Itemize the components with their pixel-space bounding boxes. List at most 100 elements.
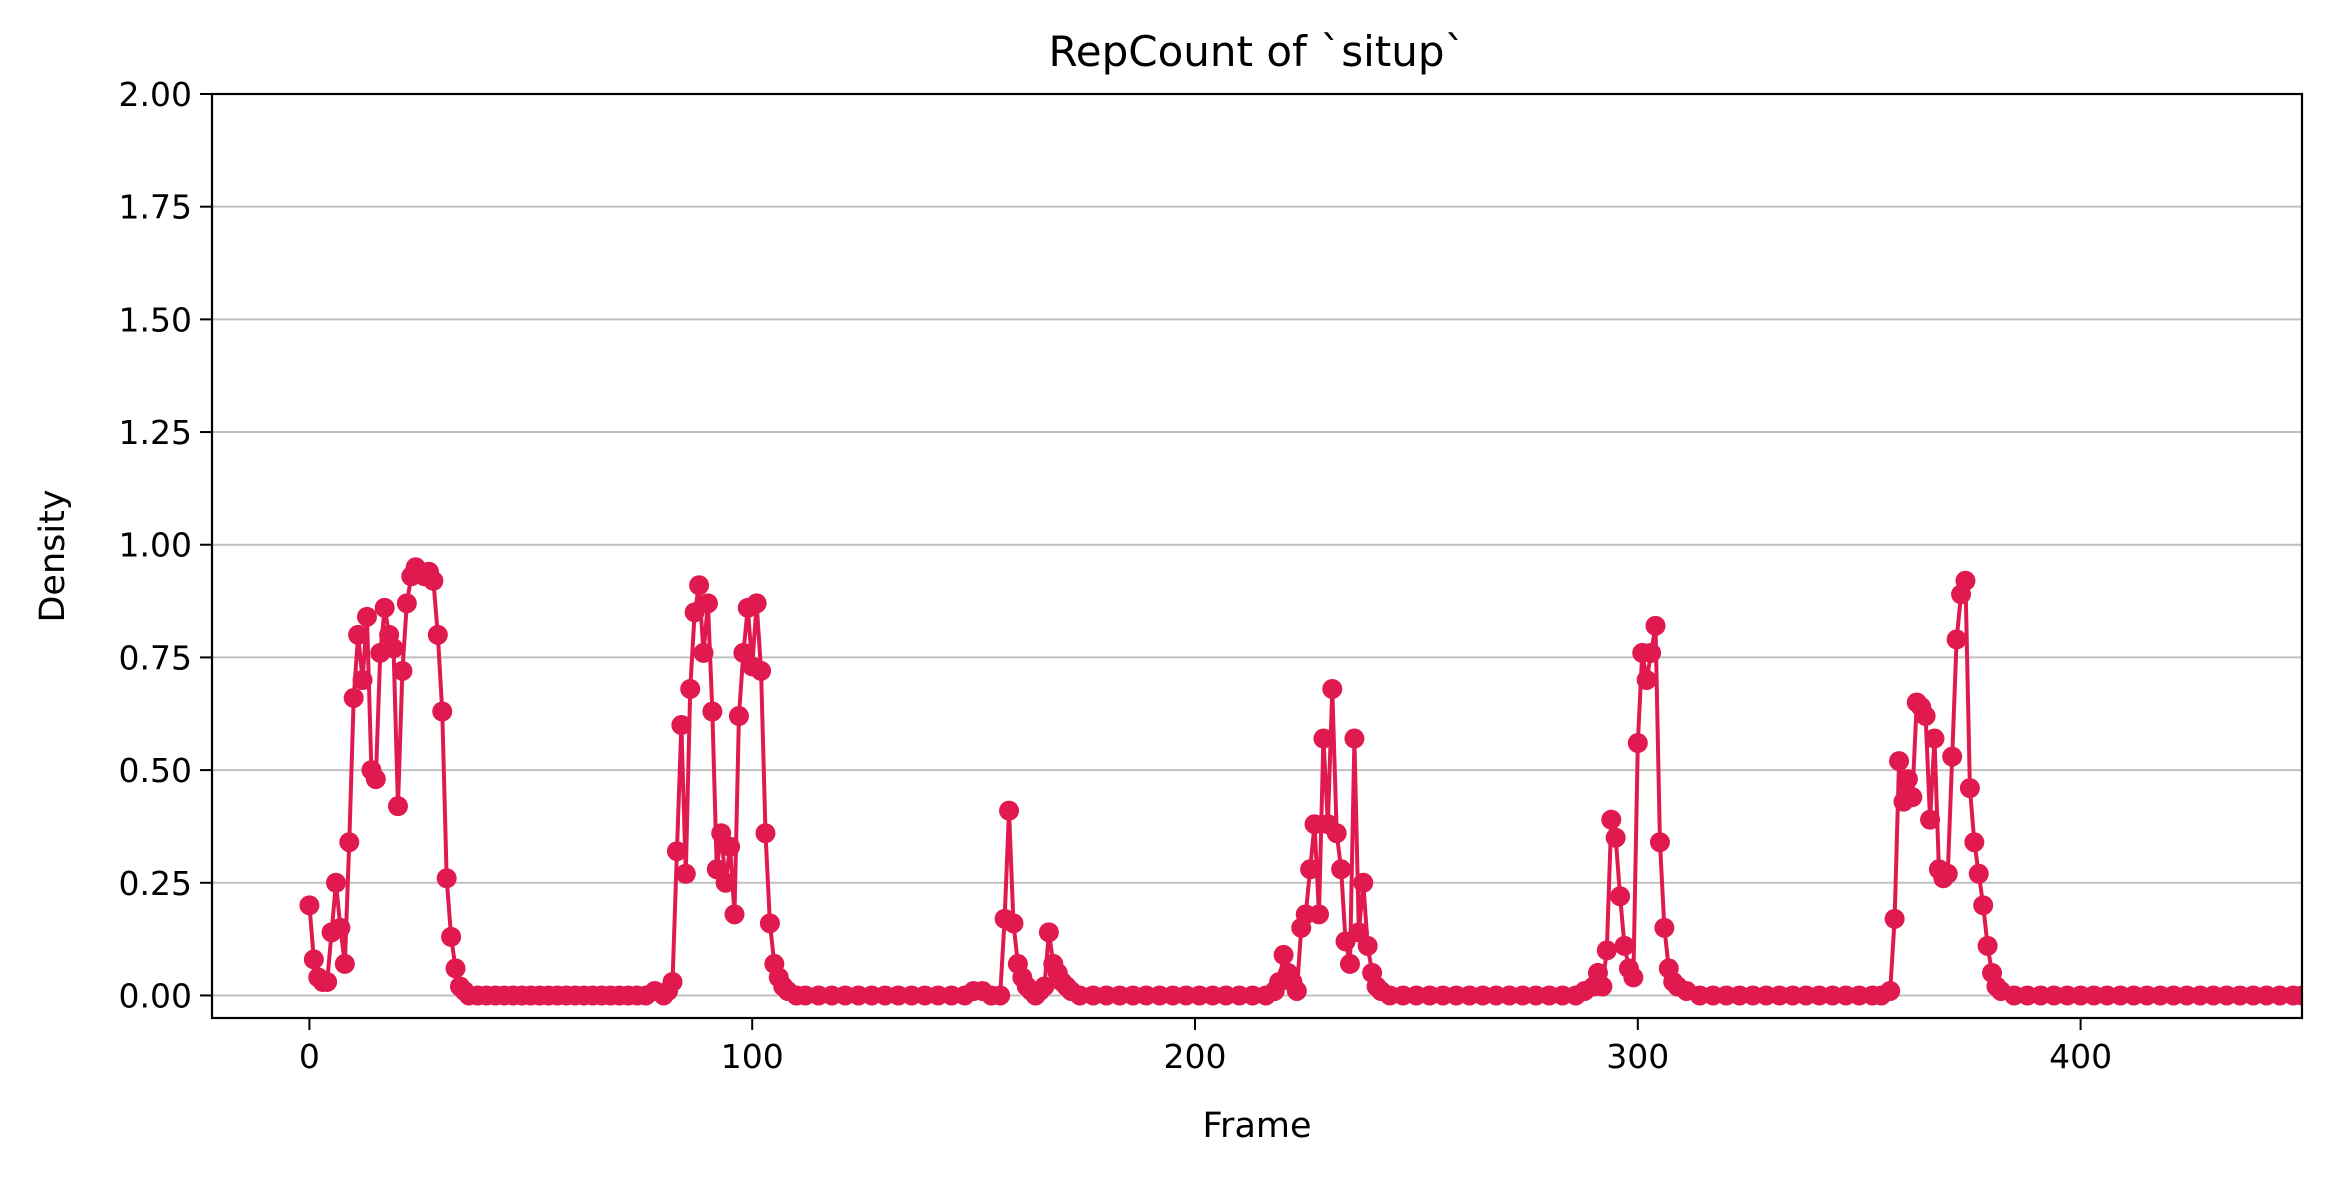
data-point	[330, 917, 351, 938]
data-point	[1003, 913, 1024, 934]
data-point	[1937, 863, 1958, 884]
data-point	[1654, 917, 1675, 938]
data-point	[356, 606, 377, 627]
y-tick-label: 0.75	[119, 638, 192, 677]
data-point	[715, 872, 736, 893]
data-point	[1614, 935, 1635, 956]
data-point	[436, 868, 457, 889]
data-point	[675, 863, 696, 884]
data-point	[343, 687, 364, 708]
data-point	[1955, 570, 1976, 591]
x-axis-label: Frame	[1202, 1106, 1311, 1146]
data-point	[751, 660, 772, 681]
data-point	[1601, 809, 1622, 830]
plot-frame	[210, 92, 2304, 1020]
data-point	[1942, 746, 1963, 767]
data-point	[423, 570, 444, 591]
data-point	[1344, 728, 1365, 749]
data-point	[1313, 728, 1334, 749]
x-tick-label: 200	[1164, 1037, 1227, 1076]
data-point	[374, 597, 395, 618]
data-point	[1959, 778, 1980, 799]
data-point	[1339, 953, 1360, 974]
y-tick-label: 1.00	[119, 526, 192, 565]
data-point	[1884, 908, 1905, 929]
data-point	[1286, 980, 1307, 1001]
y-tick-label: 1.75	[119, 188, 192, 227]
data-point	[1596, 940, 1617, 961]
data-point	[1968, 863, 1989, 884]
data-point	[1915, 706, 1936, 727]
data-point	[728, 706, 749, 727]
data-point	[1902, 787, 1923, 808]
data-point	[746, 593, 767, 614]
data-point	[317, 971, 338, 992]
data-point	[1605, 827, 1626, 848]
data-point	[383, 638, 404, 659]
data-point	[1920, 809, 1941, 830]
data-point	[427, 624, 448, 645]
data-point	[1973, 895, 1994, 916]
data-point	[365, 769, 386, 790]
data-point	[999, 800, 1020, 821]
data-point	[1645, 615, 1666, 636]
data-point	[689, 575, 710, 596]
chart-title: RepCount of `situp`	[1048, 27, 1465, 76]
data-point	[724, 904, 745, 925]
data-point	[755, 823, 776, 844]
data-point	[1649, 832, 1670, 853]
y-tick-label: 0.00	[119, 976, 192, 1015]
data-point	[1326, 823, 1347, 844]
data-point	[348, 624, 369, 645]
data-point	[1627, 733, 1648, 754]
data-point	[1331, 859, 1352, 880]
y-tick-label: 2.00	[119, 75, 192, 114]
data-point	[445, 958, 466, 979]
data-point	[1592, 976, 1613, 997]
y-tick-label: 1.25	[119, 413, 192, 452]
data-point	[1308, 904, 1329, 925]
data-point	[325, 872, 346, 893]
data-point	[1924, 728, 1945, 749]
x-axis: 0 100 200 300 400	[299, 1018, 2112, 1076]
data-point	[1641, 642, 1662, 663]
data-point	[1610, 886, 1631, 907]
data-point	[1273, 944, 1294, 965]
data-point	[1623, 967, 1644, 988]
data-point	[1897, 769, 1918, 790]
x-tick-label: 400	[2049, 1037, 2112, 1076]
data-point	[303, 949, 324, 970]
data-point	[387, 796, 408, 817]
data-point	[1880, 980, 1901, 1001]
data-point	[990, 985, 1011, 1006]
data-point	[680, 678, 701, 699]
series-group	[299, 557, 2302, 1006]
data-point	[1322, 678, 1343, 699]
x-tick-label: 100	[721, 1037, 784, 1076]
data-point	[441, 926, 462, 947]
data-point	[2292, 985, 2302, 1006]
data-point	[392, 660, 413, 681]
data-point	[759, 913, 780, 934]
data-point	[432, 701, 453, 722]
data-point	[339, 832, 360, 853]
y-tick-label: 1.50	[119, 300, 192, 339]
data-point	[702, 701, 723, 722]
data-point	[1353, 872, 1374, 893]
y-axis-label: Density	[33, 489, 73, 622]
data-point	[1034, 976, 1055, 997]
data-point	[1964, 832, 1985, 853]
data-point	[1946, 629, 1967, 650]
data-point	[299, 895, 320, 916]
data-point	[662, 971, 683, 992]
data-point	[1300, 859, 1321, 880]
data-point	[697, 593, 718, 614]
data-point	[693, 642, 714, 663]
data-point	[1977, 935, 1998, 956]
y-axis: 0.00 0.25 0.50 0.75 1.00 1.25 1.50 1.75 2.00	[119, 75, 212, 1015]
data-point	[1636, 669, 1657, 690]
data-point	[1357, 935, 1378, 956]
x-tick-label: 300	[1606, 1037, 1669, 1076]
